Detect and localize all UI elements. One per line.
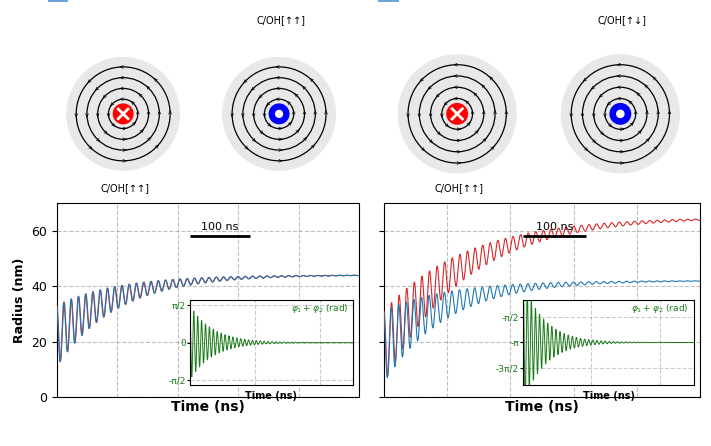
- Text: $P_2 = +1$: $P_2 = +1$: [597, 229, 647, 244]
- Text: $P_1 = -1$: $P_1 = -1$: [100, 229, 149, 244]
- Text: 100 ns: 100 ns: [201, 222, 239, 232]
- X-axis label: Time (ns): Time (ns): [171, 400, 245, 414]
- Text: 100 ns: 100 ns: [536, 222, 574, 232]
- Text: C/OH[↑↑]: C/OH[↑↑]: [100, 183, 149, 193]
- Y-axis label: Radius (nm): Radius (nm): [13, 257, 26, 343]
- Text: C/OH[↑↓]: C/OH[↑↓]: [597, 15, 646, 25]
- Text: $P_2 = +1$: $P_2 = +1$: [256, 229, 306, 244]
- Text: C/OH[↑↑]: C/OH[↑↑]: [434, 183, 483, 193]
- Text: C/OH[↑↑]: C/OH[↑↑]: [256, 15, 305, 25]
- X-axis label: Time (ns): Time (ns): [506, 400, 579, 414]
- Text: $P_1 = -1$: $P_1 = -1$: [434, 229, 483, 244]
